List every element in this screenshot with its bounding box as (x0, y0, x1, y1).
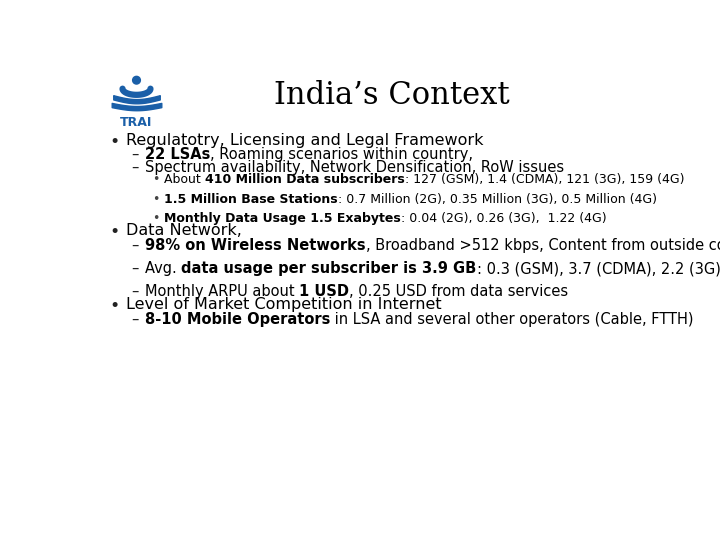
Text: •: • (152, 212, 160, 225)
Text: : 0.7 Million (2G), 0.35 Million (3G), 0.5 Million (4G): : 0.7 Million (2G), 0.35 Million (3G), 0… (338, 193, 657, 206)
Circle shape (132, 76, 140, 84)
Text: 8-10 Mobile Operators: 8-10 Mobile Operators (145, 312, 330, 327)
Text: : 0.3 (GSM), 3.7 (CDMA), 2.2 (3G), 8 (4G): : 0.3 (GSM), 3.7 (CDMA), 2.2 (3G), 8 (4G… (477, 261, 720, 276)
Text: –: – (131, 147, 139, 162)
Text: –: – (131, 284, 139, 299)
Text: Data Network,: Data Network, (126, 224, 241, 239)
Text: : 0.04 (2G), 0.26 (3G),  1.22 (4G): : 0.04 (2G), 0.26 (3G), 1.22 (4G) (401, 212, 607, 225)
Text: 410 Million Data subscribers: 410 Million Data subscribers (205, 173, 405, 186)
Text: –: – (131, 160, 139, 176)
Text: –: – (131, 238, 139, 253)
Text: Avg.: Avg. (145, 261, 181, 276)
Text: : 127 (GSM), 1.4 (CDMA), 121 (3G), 159 (4G): : 127 (GSM), 1.4 (CDMA), 121 (3G), 159 (… (405, 173, 685, 186)
Text: •: • (109, 132, 120, 151)
Text: •: • (109, 298, 120, 315)
Text: –: – (131, 261, 139, 276)
Text: –: – (131, 312, 139, 327)
Text: , Roaming scenarios within country,: , Roaming scenarios within country, (210, 147, 474, 162)
Text: About: About (164, 173, 205, 186)
Text: 22 LSAs: 22 LSAs (145, 147, 210, 162)
Text: •: • (109, 224, 120, 241)
Text: , Broadband >512 kbps, Content from outside country: , Broadband >512 kbps, Content from outs… (366, 238, 720, 253)
Text: Monthly Data Usage 1.5 Exabytes: Monthly Data Usage 1.5 Exabytes (164, 212, 401, 225)
Text: 1 USD: 1 USD (300, 284, 349, 299)
Text: Spectrum availability, Network Densification, RoW issues: Spectrum availability, Network Densifica… (145, 160, 564, 176)
Text: TRAI: TRAI (120, 117, 153, 130)
Text: 1.5 Million Base Stations: 1.5 Million Base Stations (164, 193, 338, 206)
Text: •: • (152, 173, 160, 186)
Text: India’s Context: India’s Context (274, 80, 510, 111)
Text: Level of Market Competition in Internet: Level of Market Competition in Internet (126, 298, 441, 312)
Text: •: • (152, 193, 160, 206)
Text: Regulatotry, Licensing and Legal Framework: Regulatotry, Licensing and Legal Framewo… (126, 132, 483, 147)
Text: 98% on Wireless Networks: 98% on Wireless Networks (145, 238, 366, 253)
Text: data usage per subscriber is 3.9 GB: data usage per subscriber is 3.9 GB (181, 261, 477, 276)
Text: in LSA and several other operators (Cable, FTTH): in LSA and several other operators (Cabl… (330, 312, 694, 327)
Text: Monthly ARPU about: Monthly ARPU about (145, 284, 300, 299)
Text: , 0.25 USD from data services: , 0.25 USD from data services (349, 284, 568, 299)
